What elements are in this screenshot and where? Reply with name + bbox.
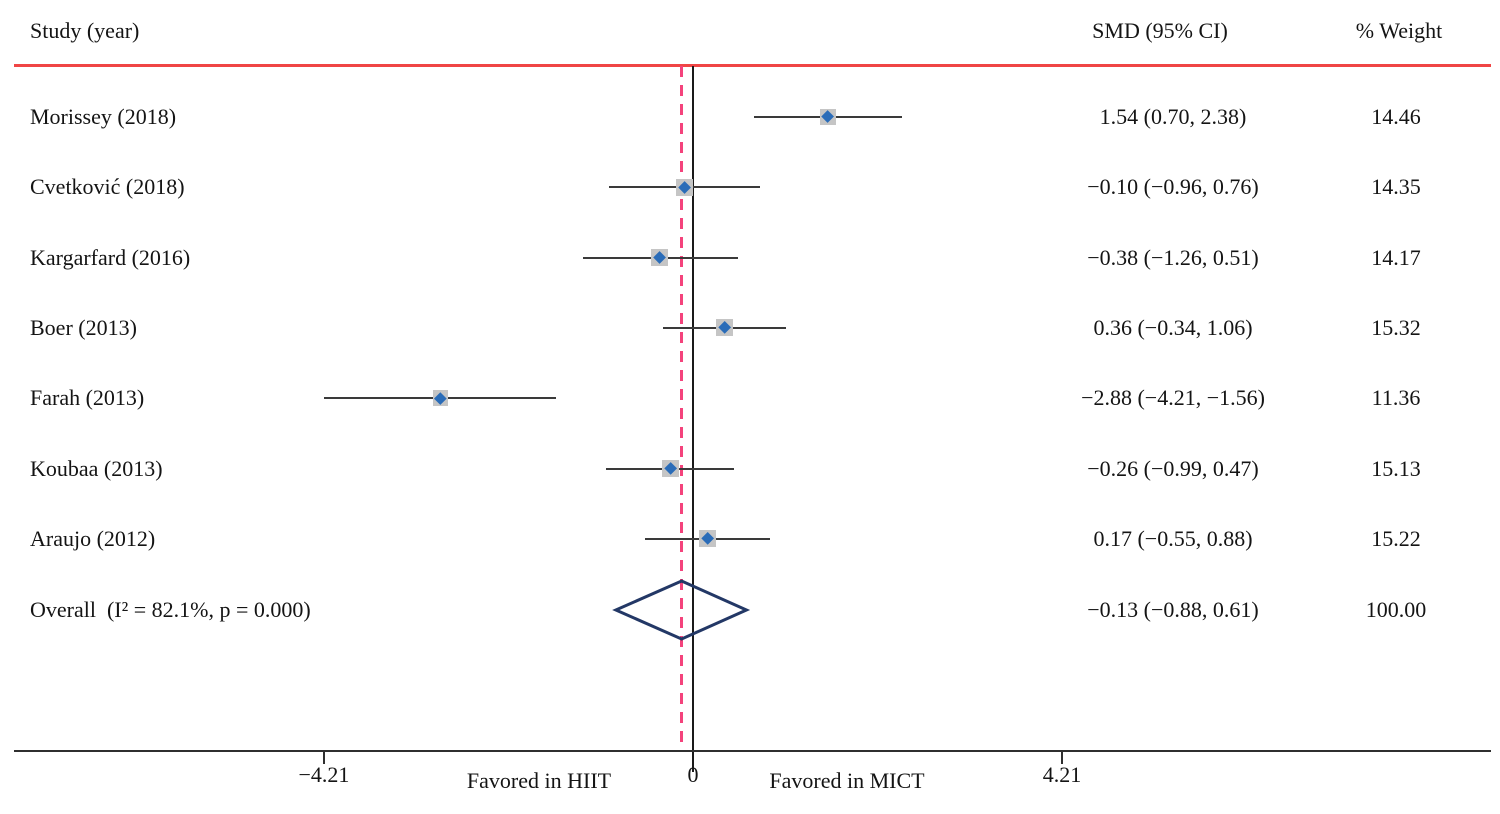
smd-value: −0.26 (−0.99, 0.47) (1087, 455, 1259, 481)
header-rule (14, 64, 1491, 67)
smd-value: −0.38 (−1.26, 0.51) (1087, 244, 1259, 270)
study-label: Farah (2013) (30, 385, 145, 411)
smd-value: 0.36 (−0.34, 1.06) (1093, 314, 1253, 340)
weight-value: 15.32 (1371, 314, 1421, 340)
axis-tick (1061, 752, 1063, 764)
overall-weight-value: 100.00 (1365, 597, 1427, 622)
overall-estimate-dashed-line (680, 66, 684, 752)
smd-column-header: SMD (95% CI) (1092, 18, 1228, 43)
weight-column-header: % Weight (1355, 18, 1443, 43)
weight-value: 15.22 (1371, 525, 1421, 551)
study-column-header: Study (year) (30, 18, 140, 43)
axis-tick-label: 0 (687, 762, 699, 787)
study-label: Cvetković (2018) (30, 174, 185, 200)
null-effect-line (692, 66, 694, 772)
weight-value: 15.13 (1371, 455, 1421, 481)
x-axis-line (14, 750, 1491, 752)
study-label: Koubaa (2013) (30, 455, 163, 481)
study-label: Kargarfard (2016) (30, 244, 191, 270)
smd-value: −0.10 (−0.96, 0.76) (1087, 174, 1259, 200)
axis-tick (322, 752, 325, 764)
smd-value: 0.17 (−0.55, 0.88) (1093, 525, 1253, 551)
axis-note-favored-mict: Favored in MICT (769, 768, 925, 793)
study-label: Boer (2013) (30, 314, 137, 340)
study-label: Araujo (2012) (30, 525, 156, 551)
smd-value: −2.88 (−4.21, −1.56) (1081, 385, 1265, 411)
axis-tick-label: 4.21 (1042, 762, 1082, 787)
overall-label: Overall (I² = 82.1%, p = 0.000) (30, 597, 311, 622)
study-label: Morissey (2018) (30, 104, 177, 129)
axis-tick-label: −4.21 (298, 762, 350, 787)
weight-value: 14.17 (1371, 244, 1421, 270)
weight-value: 14.46 (1371, 104, 1421, 129)
axis-note-favored-hiit: Favored in HIIT (466, 768, 612, 793)
weight-value: 11.36 (1371, 385, 1421, 411)
smd-value: 1.54 (0.70, 2.38) (1099, 104, 1247, 129)
overall-smd-value: −0.13 (−0.88, 0.61) (1087, 597, 1259, 622)
weight-value: 14.35 (1371, 174, 1421, 200)
